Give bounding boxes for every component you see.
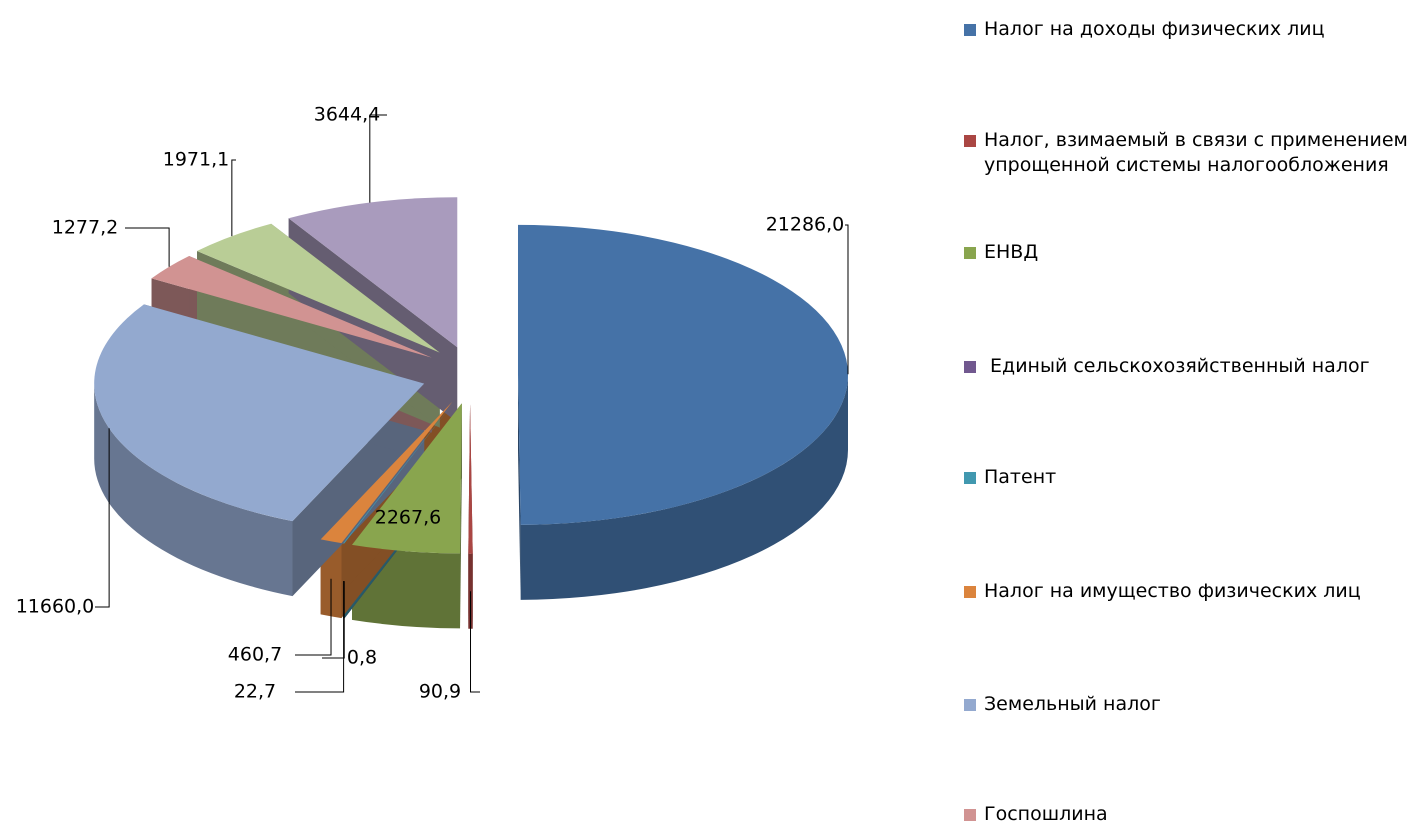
legend-item: ЕНВД [962, 240, 1417, 265]
data-label: 460,7 [228, 644, 282, 666]
leader-line [232, 160, 236, 236]
legend-label: Патент [984, 466, 1056, 488]
legend-swatch [964, 361, 976, 373]
legend-swatch [964, 586, 976, 598]
legend-label: Земельный налог [984, 693, 1161, 715]
chart: 21286,0 90,9 2267,6 0,8 22,7 460,7 11660,0 1277… [0, 0, 960, 825]
legend-swatch [964, 247, 976, 259]
legend-item: Налог на имущество физических лиц [962, 579, 1417, 604]
data-label: 22,7 [234, 681, 276, 703]
leader-line [845, 225, 848, 374]
legend-swatch [964, 24, 976, 36]
legend-label: Налог на доходы физических лиц [984, 18, 1325, 40]
data-label: 3644,4 [314, 104, 380, 126]
legend-label: Налог, взимаемый в связи с применением у… [984, 129, 1414, 176]
data-label: 2267,6 [375, 507, 441, 529]
data-label: 1277,2 [52, 217, 118, 239]
leader-line [125, 228, 169, 267]
legend-item: Налог, взимаемый в связи с применением у… [962, 128, 1417, 178]
data-label: 21286,0 [766, 214, 845, 236]
legend-swatch [964, 809, 976, 821]
legend-item: Госпошлина [962, 802, 1417, 827]
leader-line [370, 115, 387, 203]
data-label: 90,9 [419, 681, 461, 703]
legend-swatch [964, 699, 976, 711]
legend-label: ЕНВД [984, 241, 1038, 263]
slice [468, 404, 472, 554]
legend-item: Патент [962, 465, 1417, 490]
data-label: 0,8 [347, 647, 377, 669]
legend-label: Госпошлина [984, 803, 1108, 825]
legend: Налог на доходы физических лиц Налог, взи… [962, 0, 1421, 825]
legend-swatch [964, 472, 976, 484]
legend-swatch [964, 135, 976, 147]
legend-item: Налог на доходы физических лиц [962, 17, 1417, 42]
legend-label: Налог на имущество физических лиц [984, 580, 1361, 602]
legend-item: Земельный налог [962, 692, 1417, 717]
data-label: 11660,0 [16, 596, 95, 618]
data-label: 1971,1 [163, 149, 229, 171]
legend-item: Единый сельскохозяйственный налог [962, 354, 1417, 379]
legend-label: Единый сельскохозяйственный налог [984, 355, 1370, 377]
